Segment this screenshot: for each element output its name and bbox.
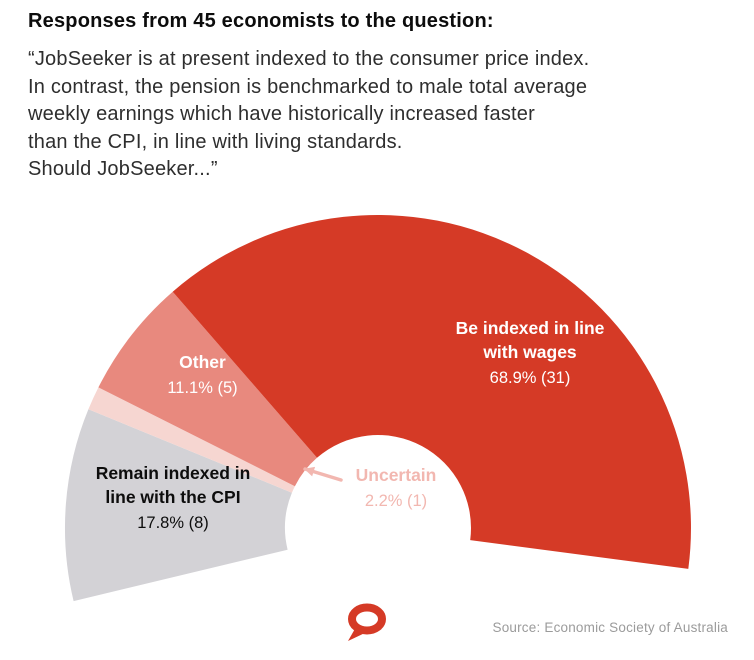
slice-label: Uncertain — [355, 465, 437, 485]
question-line: than the CPI, in line with living standa… — [28, 130, 403, 153]
question-line: Should JobSeeker...” — [28, 158, 218, 180]
label-uncertain: Uncertain 2.2% (1) — [325, 463, 467, 513]
label-wages: Be indexed in line with wages 68.9% (31) — [395, 316, 665, 390]
question-line: weekly earnings which have historically … — [28, 103, 535, 125]
slice-value: 11.1% (5) — [167, 379, 238, 397]
slice-label: line with the CPI — [105, 487, 241, 507]
slice-label: Remain indexed in — [95, 463, 251, 483]
speech-bubble-ring — [348, 603, 386, 635]
slice-value: 68.9% (31) — [489, 369, 571, 387]
speech-bubble-logo — [348, 603, 386, 641]
slice-label: Other — [179, 352, 226, 372]
speech-bubble-tail — [348, 627, 367, 641]
slice-value: 17.8% (8) — [137, 514, 209, 532]
label-other: Other 11.1% (5) — [125, 350, 280, 400]
slice-value: 2.2% (1) — [364, 492, 428, 510]
slice-label: Be indexed in line — [455, 318, 605, 338]
question-line: “JobSeeker is at present indexed to the … — [28, 48, 590, 70]
slice-label: with wages — [483, 342, 577, 362]
page-title: Responses from 45 economists to the ques… — [28, 10, 494, 32]
label-cpi: Remain indexed in line with the CPI 17.8… — [62, 461, 284, 535]
question-text: “JobSeeker is at present indexed to the … — [28, 46, 589, 184]
source-text: Source: Economic Society of Australia — [492, 620, 728, 635]
question-line: In contrast, the pension is benchmarked … — [28, 75, 588, 98]
